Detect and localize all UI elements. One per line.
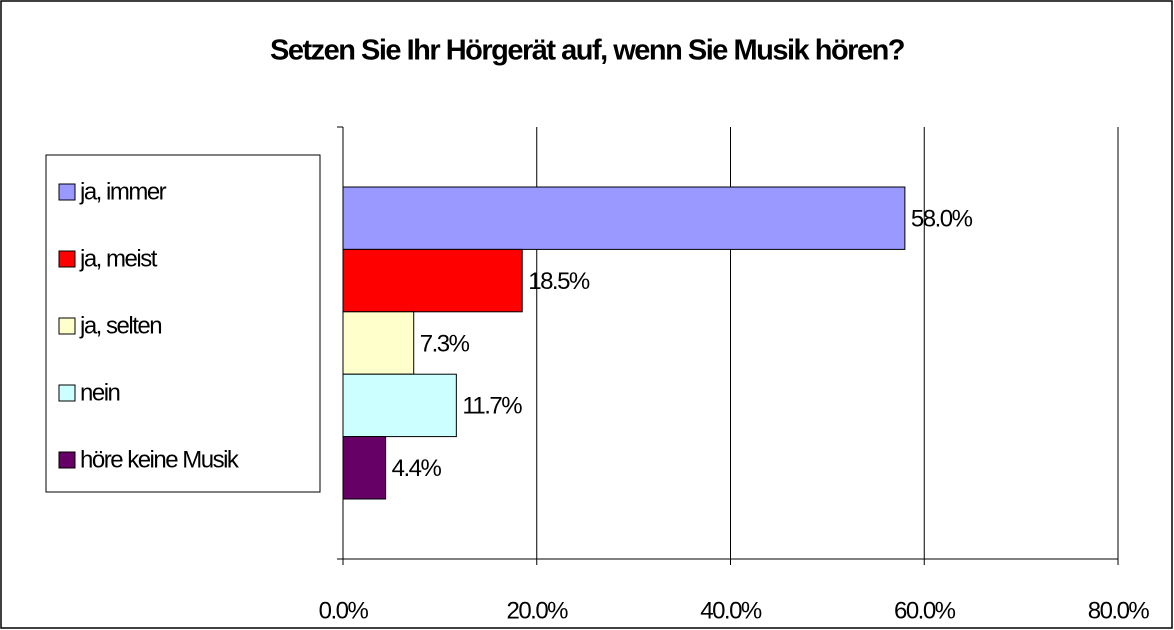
bar	[342, 186, 906, 250]
x-tick-label: 60.0%	[894, 597, 956, 624]
data-label: 11.7%	[462, 393, 522, 420]
legend-swatch	[58, 317, 76, 335]
data-label: 18.5%	[528, 268, 590, 295]
x-tick-label: 20.0%	[506, 597, 568, 624]
x-tick-label: 0.0%	[319, 597, 369, 624]
legend-label: ja, selten	[79, 312, 161, 339]
bar	[342, 311, 415, 375]
bar	[342, 373, 457, 438]
legend-swatch	[58, 384, 76, 402]
bar	[342, 248, 523, 313]
chart-title: Setzen Sie Ihr Hörgerät auf, wenn Sie Mu…	[270, 35, 905, 67]
legend-swatch	[58, 250, 76, 268]
legend-label: nein	[80, 379, 120, 406]
x-tick-label: 40.0%	[700, 597, 762, 624]
data-label: 58.0%	[911, 206, 973, 233]
legend-box	[45, 154, 321, 493]
bar	[342, 436, 387, 500]
x-tick-label: 80.0%	[1088, 597, 1150, 624]
legend-swatch	[58, 451, 76, 469]
legend-swatch	[58, 183, 76, 201]
data-label: 7.3%	[420, 330, 470, 357]
legend-label: ja, meist	[79, 245, 158, 272]
legend-label: höre keine Musik	[80, 446, 240, 473]
data-label: 4.4%	[392, 455, 442, 482]
legend-label: ja, immer	[79, 178, 167, 205]
